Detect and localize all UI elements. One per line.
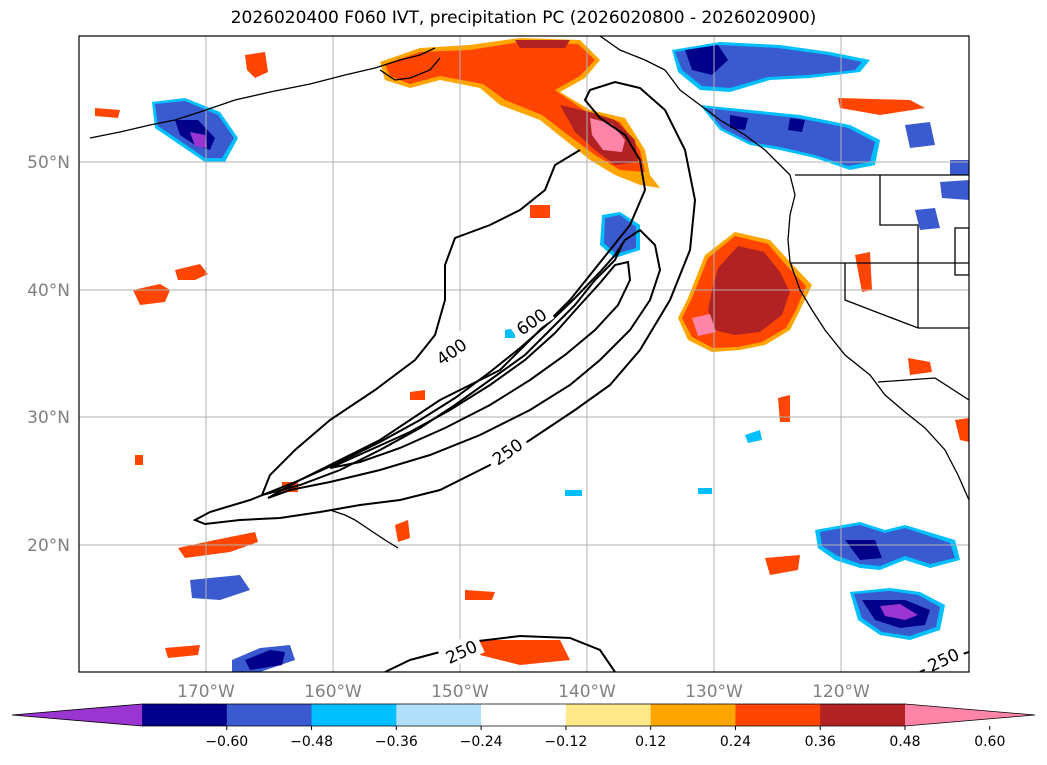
lat-label-50n: 50°N (27, 153, 70, 173)
colorbar-segment (142, 704, 228, 726)
colorbar-segment (396, 704, 482, 726)
lat-label-30n: 30°N (27, 408, 70, 428)
colorbar-segment (820, 704, 906, 726)
colorbar-segment (311, 704, 397, 726)
colorbar-segment (735, 704, 821, 726)
lat-labels: 50°N 40°N 30°N 20°N (27, 153, 70, 556)
lon-label-130w: 130°W (685, 682, 743, 702)
lon-label-160w: 160°W (304, 682, 362, 702)
colorbar-tick-label: −0.24 (460, 734, 503, 750)
colorbar-segment (481, 704, 567, 726)
colorbar-tick-label: 0.60 (974, 734, 1005, 750)
coastlines (89, 36, 969, 549)
map-title: 2026020400 F060 IVT, precipitation PC (2… (230, 8, 817, 28)
lon-label-150w: 150°W (431, 682, 489, 702)
colorbar-segment (650, 704, 736, 726)
colorbar-segment (226, 704, 313, 726)
lon-label-120w: 120°W (812, 682, 870, 702)
colorbar: −0.60 −0.48 −0.36 −0.24 −0.12 0.12 0.24 0.36 0.4… (11, 703, 1036, 750)
colorbar-tick-label: −0.12 (544, 734, 587, 750)
colorbar-tick-label: 0.24 (720, 734, 751, 750)
colorbar-segment (565, 704, 652, 726)
colorbar-extend-high (905, 704, 1035, 726)
colorbar-tick-label: 0.36 (805, 734, 836, 750)
colorbar-tick-label: −0.48 (290, 734, 333, 750)
map-plot-area: 400 600 250 250 250 (79, 36, 969, 672)
map-frame (78, 35, 970, 673)
precip-negative-anomalies (152, 42, 969, 672)
lon-label-170w: 170°W (177, 682, 235, 702)
lon-label-140w: 140°W (558, 682, 616, 702)
colorbar-extend-low (12, 704, 142, 726)
colorbar-tick-label: 0.48 (889, 734, 920, 750)
lat-label-20n: 20°N (27, 536, 70, 556)
lon-labels: 170°W 160°W 150°W 140°W 130°W 120°W (177, 682, 870, 702)
colorbar-tick-label: −0.60 (205, 734, 248, 750)
colorbar-tick-label: −0.36 (375, 734, 418, 750)
colorbar-tick-label: 0.12 (635, 734, 666, 750)
lat-label-40n: 40°N (27, 281, 70, 301)
